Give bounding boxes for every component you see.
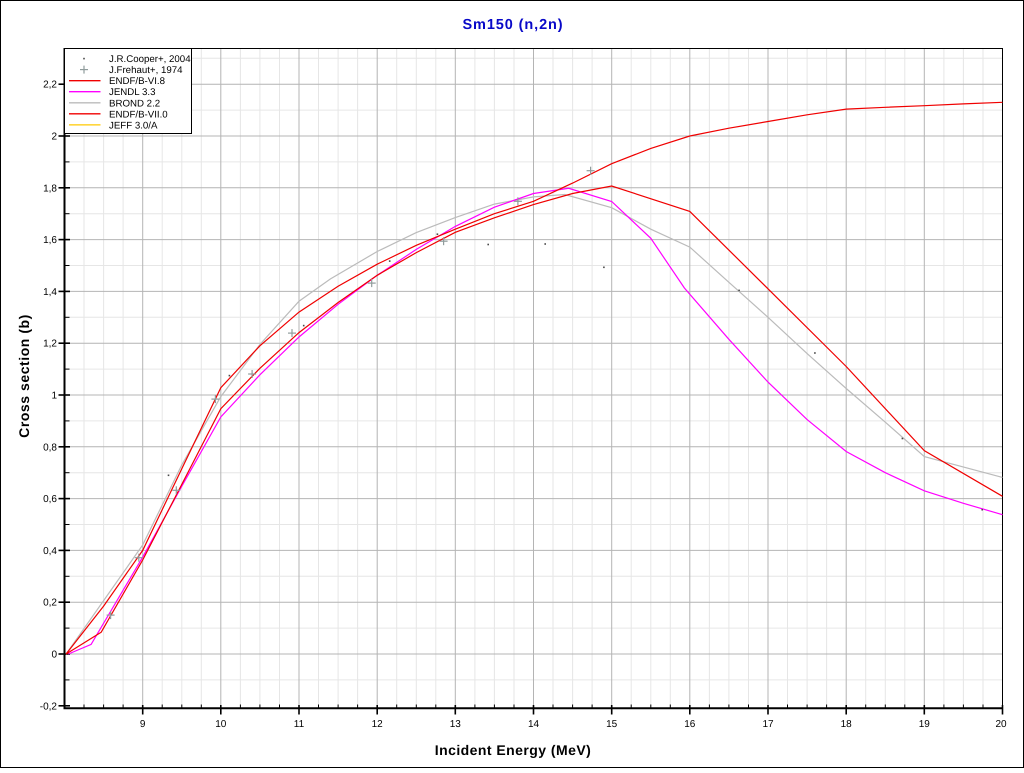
svg-text:9: 9 xyxy=(140,719,146,730)
svg-text:0,4: 0,4 xyxy=(43,546,57,557)
svg-text:J.R.Cooper+, 2004: J.R.Cooper+, 2004 xyxy=(109,54,191,65)
svg-text:0,2: 0,2 xyxy=(43,598,57,609)
svg-text:JENDL 3.3: JENDL 3.3 xyxy=(109,87,155,98)
svg-text:BROND 2.2: BROND 2.2 xyxy=(109,98,160,109)
svg-text:Incident Energy (MeV): Incident Energy (MeV) xyxy=(435,742,591,758)
svg-text:1: 1 xyxy=(51,391,57,402)
svg-text:20: 20 xyxy=(995,719,1007,730)
svg-text:14: 14 xyxy=(528,719,540,730)
svg-text:1,4: 1,4 xyxy=(43,287,57,298)
svg-text:16: 16 xyxy=(684,719,696,730)
svg-text:17: 17 xyxy=(762,719,774,730)
svg-text:1,2: 1,2 xyxy=(43,339,57,350)
svg-text:1,8: 1,8 xyxy=(43,183,57,194)
svg-text:11: 11 xyxy=(294,719,305,730)
svg-text:ENDF/B-VI.8: ENDF/B-VI.8 xyxy=(109,76,165,87)
svg-text:ENDF/B-VII.0: ENDF/B-VII.0 xyxy=(109,109,168,120)
svg-text:1,6: 1,6 xyxy=(43,235,57,246)
svg-text:Sm150 (n,2n): Sm150 (n,2n) xyxy=(462,17,563,33)
svg-text:12: 12 xyxy=(372,719,384,730)
svg-text:Cross section (b): Cross section (b) xyxy=(16,314,32,438)
svg-text:0,6: 0,6 xyxy=(43,494,57,505)
svg-text:J.Frehaut+, 1974: J.Frehaut+, 1974 xyxy=(109,65,183,76)
svg-text:-0,2: -0,2 xyxy=(40,701,58,712)
svg-text:2: 2 xyxy=(51,132,57,143)
svg-text:0,8: 0,8 xyxy=(43,442,57,453)
svg-text:19: 19 xyxy=(919,719,931,730)
svg-text:2,2: 2,2 xyxy=(43,80,57,91)
svg-text:13: 13 xyxy=(450,719,462,730)
svg-text:JEFF 3.0/A: JEFF 3.0/A xyxy=(109,120,158,131)
svg-text:10: 10 xyxy=(215,719,227,730)
svg-text:18: 18 xyxy=(841,719,853,730)
svg-text:0: 0 xyxy=(51,650,57,661)
svg-text:15: 15 xyxy=(606,719,618,730)
